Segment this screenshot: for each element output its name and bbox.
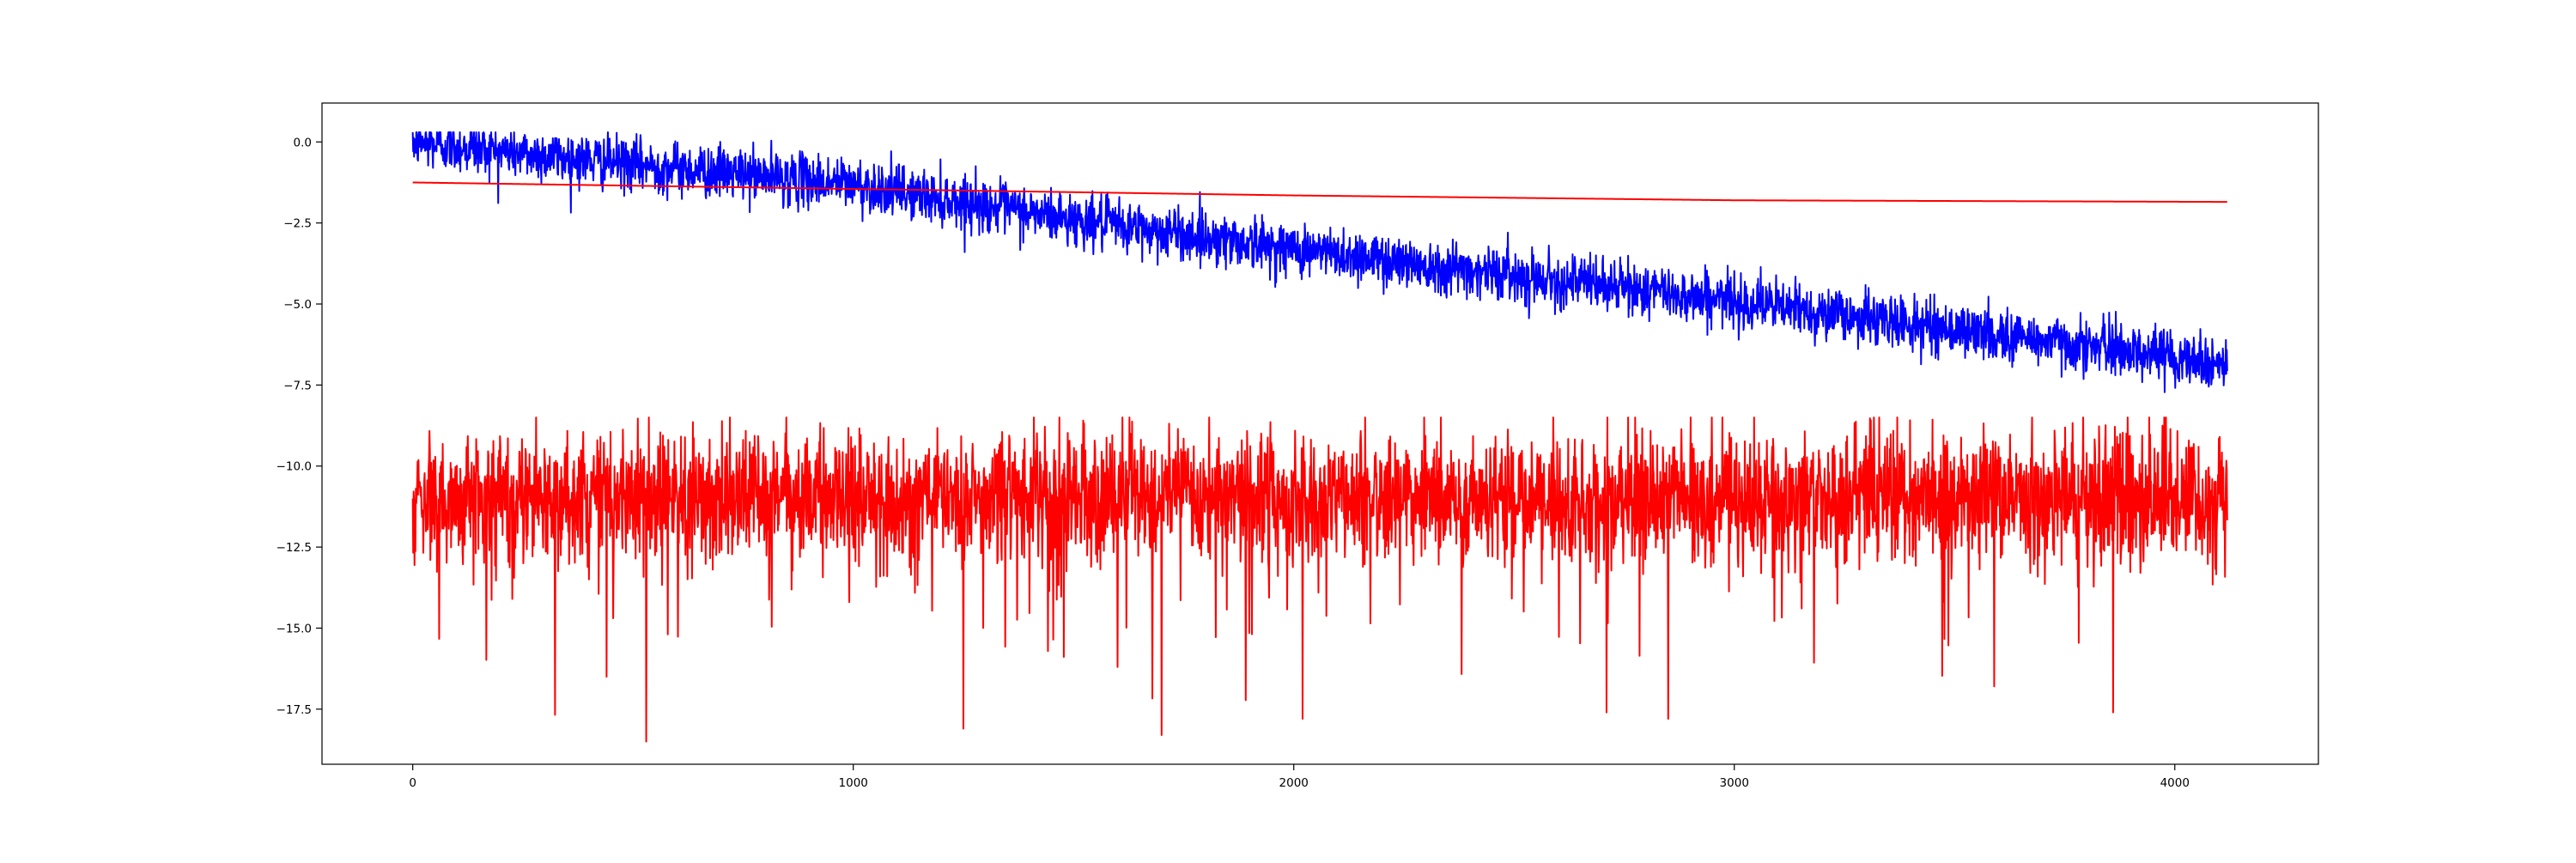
axes-layer: 0 1000 2000 3000 4000 0.0 −2.5 −5.0 −7.5 −10.0 −12… — [276, 102, 2319, 790]
series-line-0 — [411, 131, 2228, 393]
y-tick-label: −5.0 — [283, 298, 312, 312]
y-tick-label: −7.5 — [283, 379, 312, 392]
y-tick-label: −10.0 — [276, 460, 312, 474]
series-line-2 — [411, 416, 2228, 743]
y-tick-label: −2.5 — [283, 217, 312, 231]
plot-frame — [321, 102, 2319, 765]
x-tick-label: 1000 — [839, 776, 868, 790]
series-line-1 — [412, 181, 2228, 204]
x-tick-label: 0 — [409, 776, 416, 790]
x-tick-label: 4000 — [2160, 776, 2190, 790]
y-tick-label: −12.5 — [276, 541, 312, 555]
y-tick-label: 0.0 — [294, 136, 312, 149]
y-tick-label: −15.0 — [276, 622, 312, 635]
y-tick-label: −17.5 — [276, 703, 312, 717]
x-tick-label: 2000 — [1279, 776, 1309, 790]
x-tick-label: 3000 — [1720, 776, 1749, 790]
series-layer — [411, 131, 2228, 743]
